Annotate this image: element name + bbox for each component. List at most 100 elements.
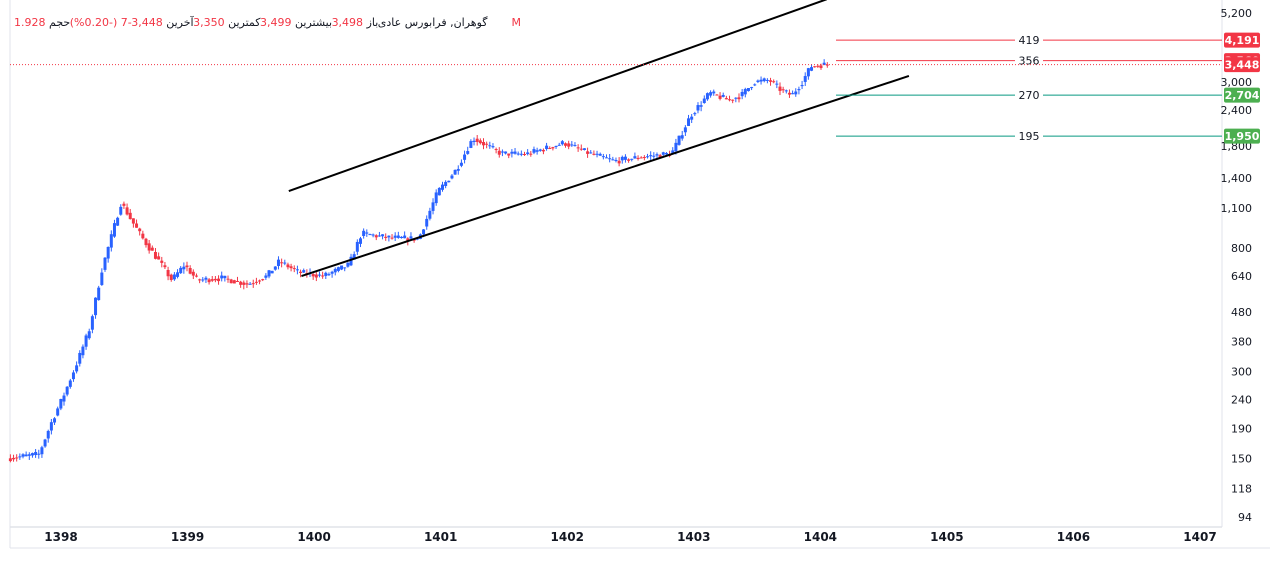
candle-body — [806, 68, 810, 77]
candle-body — [756, 80, 760, 82]
candle-body — [504, 151, 508, 154]
candle-body — [349, 256, 353, 266]
candle-body — [810, 67, 814, 71]
candle-body — [34, 451, 38, 456]
candle-body — [608, 158, 612, 160]
y-tick-label: 300 — [1231, 365, 1252, 378]
candle-body — [368, 234, 372, 236]
candle-body — [794, 91, 798, 95]
candle-body — [765, 79, 769, 81]
candle-body — [292, 268, 296, 270]
candle-body — [579, 148, 583, 150]
price-axis[interactable]: 94 118 150 190 240 300 380 480 640 800 1,100 1,400 1… — [1221, 7, 1261, 524]
candle-body — [582, 148, 586, 151]
candle-body — [374, 235, 378, 238]
candle-body — [655, 154, 659, 156]
channel-lower-line[interactable] — [301, 75, 910, 278]
candle-body — [299, 271, 303, 273]
level-label-270: 270 — [1019, 89, 1040, 102]
candle-body — [333, 268, 337, 273]
candle-body — [683, 127, 687, 133]
y-tick-label: 2,400 — [1221, 104, 1253, 117]
candle-body — [153, 252, 157, 259]
candle-body — [762, 78, 766, 82]
drawings-layer[interactable]: 419 356 270 195 — [10, 0, 1222, 278]
candle-body — [254, 281, 258, 283]
candle-body — [535, 150, 539, 152]
candle-body — [507, 153, 511, 156]
channel-upper-line[interactable] — [288, 0, 827, 192]
candle-body — [87, 331, 91, 339]
candle-body — [390, 237, 394, 239]
candle-body — [444, 181, 448, 187]
time-axis[interactable]: 1398 1399 1400 1401 1402 1403 1404 1405 1406 1407 — [44, 530, 1216, 544]
high-value: 3,499 — [260, 16, 292, 29]
candle-body — [652, 155, 656, 157]
candle-body — [658, 155, 662, 158]
candle-body — [428, 210, 432, 219]
candle-body — [523, 154, 527, 156]
candle-body — [791, 93, 795, 95]
candle-body — [94, 297, 98, 316]
candle-body — [90, 316, 94, 330]
open-label: باز — [366, 16, 379, 29]
candle-body — [131, 218, 135, 224]
candle-body — [245, 283, 249, 285]
candle-body — [179, 267, 183, 274]
candle-body — [261, 279, 265, 281]
candle-body — [321, 275, 325, 277]
candle-body — [371, 234, 375, 236]
candle-body — [636, 157, 640, 159]
candle-body — [147, 243, 151, 251]
candle-body — [112, 223, 116, 237]
candle-body — [601, 156, 605, 158]
candle-body — [46, 430, 50, 439]
candle-body — [358, 238, 362, 244]
candle-body — [311, 274, 315, 277]
candle-body — [570, 144, 574, 146]
x-tick-label: 1402 — [551, 530, 584, 544]
candle-body — [100, 272, 104, 285]
y-tick-label: 118 — [1231, 482, 1252, 495]
candle-body — [440, 184, 444, 190]
candle-body — [721, 94, 725, 97]
candle-body — [513, 151, 517, 154]
candle-body — [229, 279, 233, 284]
candle-body — [37, 453, 41, 455]
candle-body — [68, 380, 72, 387]
candle-body — [463, 154, 467, 160]
candle-body — [822, 62, 826, 65]
candle-body — [737, 97, 741, 100]
candle-body — [264, 275, 268, 278]
candle-body — [620, 156, 624, 161]
candle-body — [30, 453, 34, 456]
close-label: آخرین — [166, 15, 194, 29]
y-tick-label: 380 — [1231, 336, 1252, 349]
candle-body — [627, 159, 631, 161]
candle-body — [289, 266, 293, 269]
candle-body — [431, 202, 435, 211]
candle-body — [8, 458, 12, 462]
x-tick-label: 1404 — [804, 530, 837, 544]
candle-body — [728, 99, 732, 101]
candle-body — [163, 265, 167, 268]
candle-body — [453, 169, 457, 175]
candle-body — [220, 275, 224, 279]
x-tick-label: 1407 — [1183, 530, 1216, 544]
candle-body — [24, 454, 28, 457]
candle-body — [235, 280, 239, 282]
candle-body — [519, 153, 523, 155]
candle-body — [103, 257, 107, 270]
y-tick-label: 190 — [1231, 423, 1252, 436]
candle-body — [393, 235, 397, 238]
candle-body — [191, 271, 195, 276]
y-tick-label: 240 — [1231, 393, 1252, 406]
candle-body — [633, 156, 637, 159]
candle-body — [40, 447, 44, 455]
candle-body — [702, 98, 706, 104]
candle-body — [753, 84, 757, 86]
candle-body — [598, 153, 602, 156]
candle-body — [469, 141, 473, 148]
